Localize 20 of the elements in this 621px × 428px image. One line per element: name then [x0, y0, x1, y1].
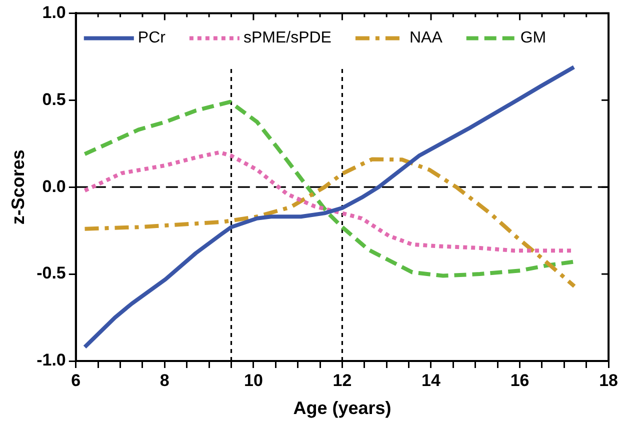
y-tick-label: -0.5	[36, 264, 66, 283]
legend-label: PCr	[138, 30, 166, 47]
y-tick-label: -1.0	[36, 350, 66, 370]
y-tick-label: 0.0	[42, 176, 66, 196]
y-tick-label: 0.5	[42, 90, 66, 109]
legend-label: sPME/sPDE	[243, 30, 332, 47]
legend-label: GM	[520, 30, 546, 47]
line-series	[82, 100, 576, 278]
x-tick-label: 6	[71, 370, 81, 390]
x-tick-label: 18	[599, 370, 618, 390]
legend-label: NAA	[409, 30, 443, 47]
x-tick-label: 8	[160, 370, 170, 390]
x-axis-title: Age (years)	[293, 398, 392, 418]
x-tick-label: 10	[244, 370, 263, 390]
y-axis-title: z-Scores	[8, 150, 28, 225]
y-tick-label: 1.0	[42, 2, 66, 22]
x-tick-label: 12	[332, 370, 352, 390]
x-tick-label: 16	[510, 370, 530, 390]
line-series	[82, 157, 576, 288]
x-tick-label: 14	[422, 370, 441, 390]
